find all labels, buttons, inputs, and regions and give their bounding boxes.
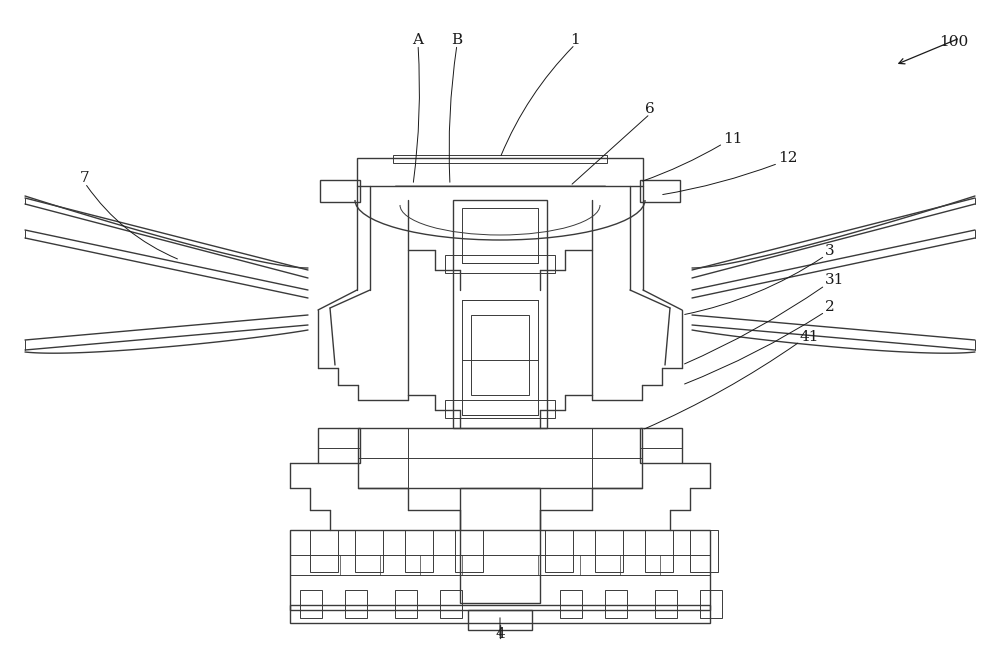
Bar	[445, 255, 555, 273]
Bar	[300, 590, 322, 618]
Text: 11: 11	[723, 131, 742, 146]
Bar	[655, 590, 677, 618]
Text: 1: 1	[570, 32, 580, 47]
Bar	[395, 590, 417, 618]
Text: 6: 6	[645, 102, 655, 116]
Bar	[460, 488, 540, 603]
Text: 2: 2	[825, 300, 835, 314]
Bar	[605, 590, 627, 618]
Bar	[290, 605, 710, 623]
Text: 31: 31	[825, 273, 844, 288]
Bar	[453, 200, 547, 428]
Bar	[545, 530, 573, 572]
Bar	[445, 400, 555, 418]
Bar	[355, 530, 383, 572]
Text: A: A	[413, 32, 424, 47]
Bar	[595, 530, 623, 572]
Text: B: B	[451, 32, 463, 47]
Bar	[462, 300, 538, 415]
Text: 41: 41	[800, 329, 820, 344]
Bar	[393, 155, 607, 163]
Bar	[290, 530, 710, 610]
Bar	[560, 590, 582, 618]
Bar	[640, 428, 682, 463]
Text: 3: 3	[825, 244, 835, 258]
Text: 12: 12	[778, 151, 798, 166]
Bar	[405, 530, 433, 572]
Bar	[345, 590, 367, 618]
Bar	[690, 530, 718, 572]
Bar	[645, 530, 673, 572]
Text: 7: 7	[80, 171, 90, 185]
Bar	[358, 428, 642, 488]
Bar	[471, 315, 529, 395]
Bar	[468, 610, 532, 630]
Text: 100: 100	[939, 35, 968, 49]
Bar	[462, 208, 538, 263]
Bar	[310, 530, 338, 572]
Bar	[640, 180, 680, 202]
Bar	[700, 590, 722, 618]
Bar	[318, 428, 360, 463]
Bar	[357, 158, 643, 186]
Bar	[440, 590, 462, 618]
Bar	[455, 530, 483, 572]
Text: 4: 4	[495, 626, 505, 641]
Bar	[320, 180, 360, 202]
